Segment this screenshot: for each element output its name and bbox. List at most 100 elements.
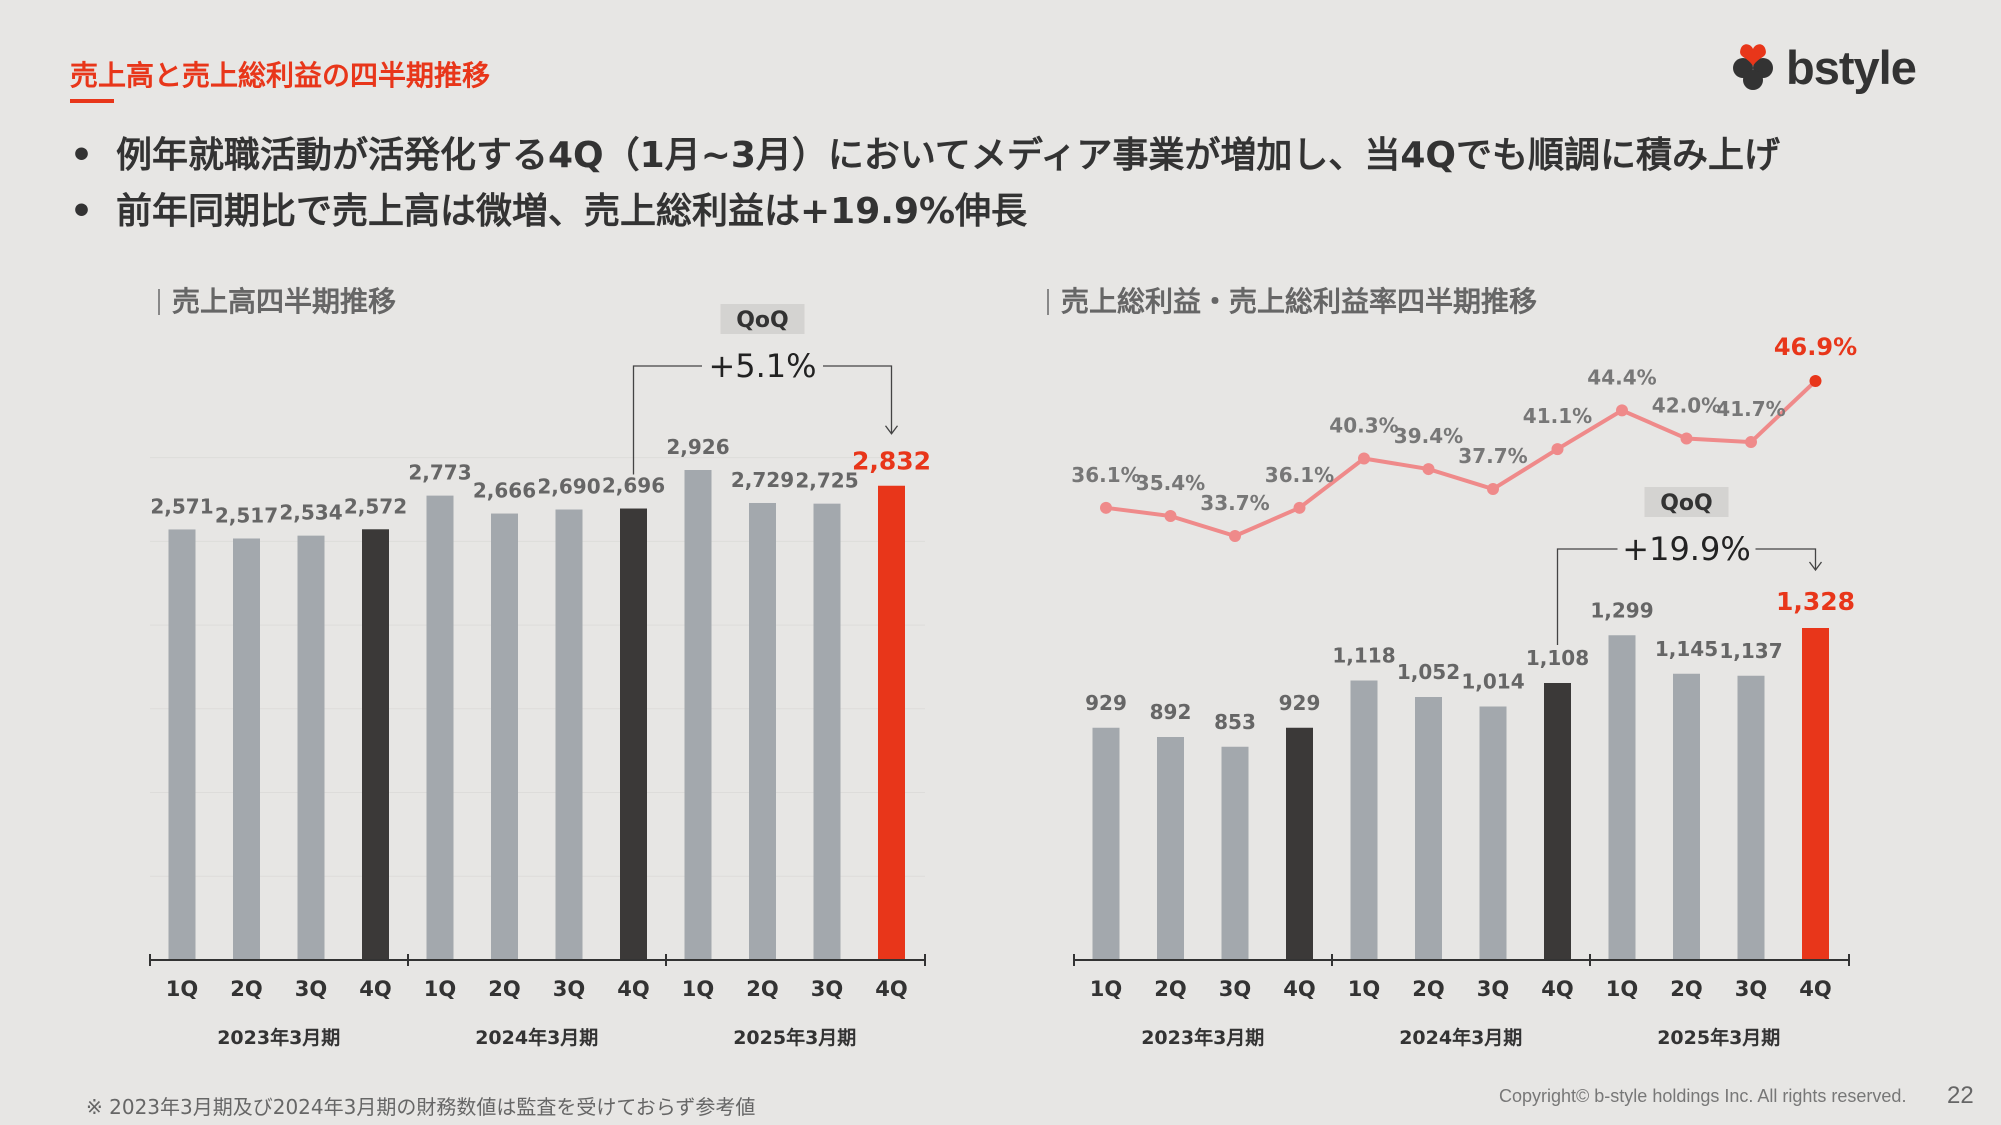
gross-margin-label: 33.7%: [1200, 491, 1269, 515]
revenue-tick-label: 4Q: [875, 977, 907, 1001]
gross-profit-tick-label: 1Q: [1348, 977, 1380, 1001]
gross-profit-bar: [1415, 697, 1442, 960]
logo-text: bstyle: [1786, 41, 1917, 94]
bullet-dot: •: [70, 135, 94, 176]
gross-profit-data-label: 1,052: [1397, 660, 1460, 684]
revenue-data-label: 2,666: [473, 479, 536, 503]
gross-profit-bar: [1286, 727, 1313, 960]
gross-profit-tick-label: 4Q: [1799, 977, 1831, 1001]
revenue-qoq-connector-right: [823, 365, 893, 434]
gross-profit-tick-label: 3Q: [1219, 977, 1251, 1001]
gross-profit-data-label: 892: [1150, 700, 1192, 724]
gross-profit-tick-label: 3Q: [1735, 977, 1767, 1001]
gross-margin-point: [1809, 375, 1822, 387]
revenue-data-label: 2,725: [795, 469, 858, 493]
revenue-tick-label: 4Q: [617, 977, 649, 1001]
revenue-bar: [749, 502, 776, 960]
revenue-chart-title-text: 売上高四半期推移: [172, 285, 397, 318]
gross-margin-label: 40.3%: [1329, 414, 1398, 438]
gross-margin-label: 36.1%: [1265, 463, 1334, 487]
gross-margin-point: [1487, 483, 1499, 496]
revenue-data-label: 2,773: [408, 461, 471, 485]
gross-margin-label: 41.7%: [1716, 397, 1785, 421]
page-title: 売上高と売上総利益の四半期推移: [70, 59, 491, 92]
revenue-bar: [555, 509, 583, 960]
title-underline: [70, 99, 114, 103]
gross-margin-point: [1745, 436, 1757, 449]
revenue-tick-label: 1Q: [166, 977, 198, 1001]
gross-profit-bar: [1479, 706, 1507, 960]
revenue-tick-label: 3Q: [553, 977, 585, 1001]
gross-profit-data-label: 929: [1279, 691, 1321, 715]
gross-profit-group-label: 2024年3月期: [1399, 1026, 1522, 1049]
revenue-data-label: 2,572: [344, 494, 407, 518]
revenue-qoq-value: +5.1%: [708, 347, 816, 385]
revenue-group-label: 2023年3月期: [217, 1026, 340, 1049]
gross-margin-label: 42.0%: [1652, 394, 1721, 418]
revenue-tick-label: 2Q: [488, 977, 520, 1001]
revenue-bar: [297, 535, 325, 960]
gross-profit-tick-label: 4Q: [1283, 977, 1315, 1001]
gross-profit-tick-label: 1Q: [1606, 977, 1638, 1001]
bullet-list: • 例年就職活動が活発化する4Q（1月~3月）においてメディア事業が増加し、当4Q…: [70, 128, 1950, 240]
gross-profit-group-label: 2025年3月期: [1657, 1026, 1780, 1049]
revenue-tick-label: 4Q: [359, 977, 391, 1001]
gross-margin-label: 36.1%: [1071, 463, 1140, 487]
bullet-text: 例年就職活動が活発化する4Q（1月~3月）においてメディア事業が増加し、当4Qで…: [116, 135, 1780, 176]
gross-profit-data-label: 929: [1085, 691, 1127, 715]
revenue-qoq-badge: [720, 304, 805, 334]
bstyle-logo: bstyle: [1725, 36, 1925, 96]
revenue-tick-label: 2Q: [230, 977, 262, 1001]
revenue-qoq-connector-left: [632, 365, 702, 475]
revenue-qoq-arrow: [884, 425, 899, 435]
gross-profit-group-label: 2023年3月期: [1141, 1026, 1264, 1049]
revenue-group-label: 2024年3月期: [475, 1026, 598, 1049]
gross-profit-data-label: 1,137: [1719, 639, 1782, 663]
clover-logo-icon: [1733, 44, 1773, 90]
page-number: 22: [1947, 1082, 1974, 1109]
gross-margin-point: [1422, 463, 1435, 476]
gross-profit-tick-label: 2Q: [1670, 977, 1702, 1001]
gross-profit-bar: [1092, 727, 1120, 960]
gross-margin-point: [1229, 530, 1241, 542]
gross-profit-qoq-arrow: [1808, 561, 1823, 572]
gross-profit-chart-title: 売上総利益・売上総利益率四半期推移: [1047, 280, 1537, 320]
gross-margin-point: [1680, 432, 1693, 445]
gross-profit-bar: [1350, 680, 1378, 960]
gross-profit-bar: [1737, 675, 1765, 960]
gross-margin-label: 35.4%: [1136, 471, 1205, 495]
revenue-data-label: 2,517: [215, 503, 278, 527]
bullet-item: • 前年同期比で売上高は微増、売上総利益は+19.9%伸長: [70, 184, 1950, 240]
gross-profit-qoq-badge: [1644, 487, 1729, 517]
gross-profit-bar: [1608, 635, 1636, 960]
gross-profit-qoq-title: QoQ: [1660, 491, 1713, 516]
gross-margin-line: [1105, 379, 1817, 539]
gross-margin-label: 46.9%: [1774, 333, 1857, 361]
revenue-bar: [168, 529, 196, 960]
revenue-tick-label: 2Q: [746, 977, 778, 1001]
revenue-bar: [233, 538, 260, 960]
gross-profit-data-label: 1,014: [1461, 670, 1524, 694]
gross-profit-data-label: 1,118: [1332, 644, 1395, 668]
gross-profit-data-label: 1,299: [1590, 598, 1653, 622]
gross-profit-chart-title-text: 売上総利益・売上総利益率四半期推移: [1061, 285, 1538, 318]
gross-profit-tick-label: 2Q: [1412, 977, 1444, 1001]
revenue-bar: [620, 508, 647, 960]
revenue-tick-label: 1Q: [682, 977, 714, 1001]
copyright: Copyright© b-style holdings Inc. All rig…: [1499, 1086, 1907, 1106]
gross-profit-data-label: 853: [1214, 710, 1256, 734]
revenue-data-label: 2,832: [852, 447, 931, 476]
gross-profit-bar: [1221, 746, 1249, 960]
revenue-bar: [426, 495, 454, 960]
gross-profit-tick-label: 1Q: [1090, 977, 1122, 1001]
gross-profit-qoq-value: +19.9%: [1622, 530, 1750, 568]
revenue-data-label: 2,571: [150, 494, 213, 518]
bullet-dot: •: [70, 191, 94, 232]
footnote: ※ 2023年3月期及び2024年3月期の財務数値は監査を受けておらず参考値: [86, 1095, 756, 1119]
gross-margin-point: [1100, 501, 1112, 514]
gross-profit-data-label: 1,108: [1526, 646, 1589, 670]
gross-profit-bar: [1157, 737, 1184, 960]
revenue-tick-label: 1Q: [424, 977, 456, 1001]
gross-margin-label: 37.7%: [1458, 444, 1527, 468]
